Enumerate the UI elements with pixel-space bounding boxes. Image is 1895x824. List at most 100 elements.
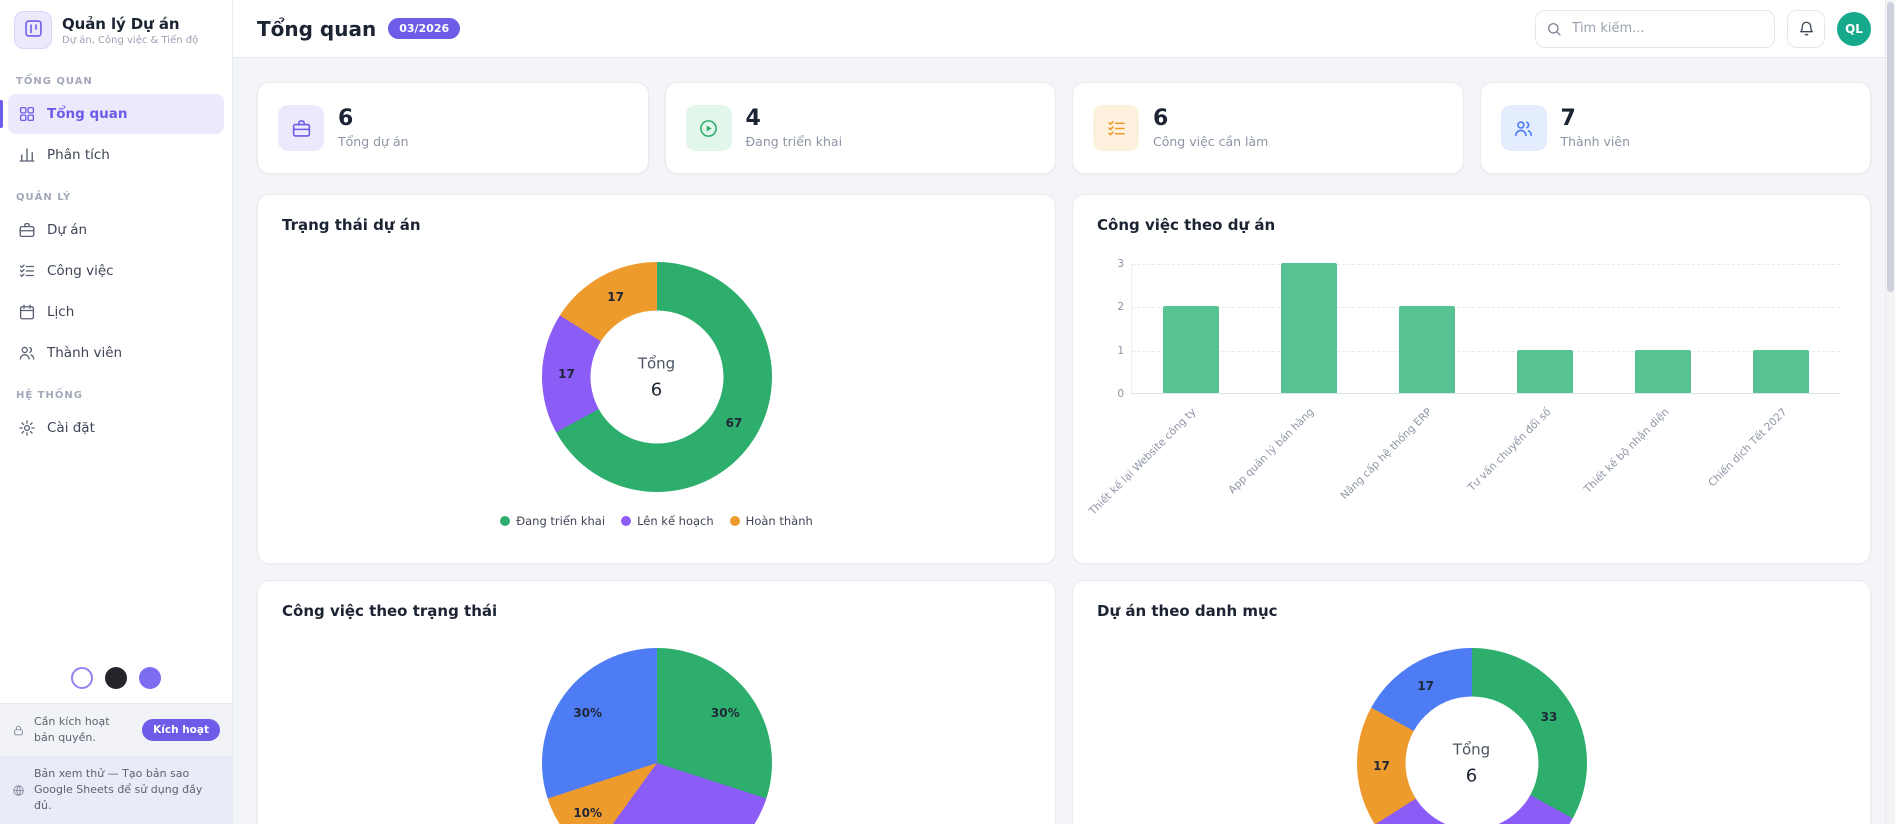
- pie-chart: 30%30%10%30%: [541, 648, 772, 824]
- theme-dot-1[interactable]: [71, 667, 93, 690]
- slice-label: 30%: [573, 706, 603, 720]
- donut-center-value: 6: [1465, 765, 1478, 786]
- stat-value: 7: [1560, 105, 1576, 131]
- users-icon: [19, 346, 35, 360]
- donut-center: Tổng 6: [590, 310, 723, 444]
- legend-item: Đang triển khai: [500, 514, 605, 528]
- stat-card-icon: [278, 105, 324, 151]
- stat-card-dang-trien-khai: 4 Đang triển khai: [664, 82, 1056, 174]
- search-input[interactable]: [1535, 9, 1775, 48]
- y-tick-label: 1: [1117, 344, 1124, 357]
- stat-label: Tổng dự án: [338, 134, 409, 150]
- sidebar-section-label: HỆ THỐNG: [16, 390, 83, 401]
- legend-item: Lên kế hoạch: [621, 514, 714, 528]
- stat-card-icon: [1093, 105, 1139, 151]
- page-title: Tổng quan: [257, 16, 377, 41]
- chart-title: Công việc theo trạng thái: [282, 602, 498, 620]
- legend-label: Hoàn thành: [745, 514, 813, 528]
- app-subtitle: Dự án, Công việc & Tiến độ: [62, 34, 199, 46]
- main-area: Tổng quan 03/2026 QL 6 Tổng dự án 4: [233, 0, 1895, 824]
- lock-icon: [14, 725, 23, 736]
- chart-title: Dự án theo danh mục: [1097, 602, 1278, 620]
- x-tick-label: Thiết kế bộ nhận diện: [1581, 406, 1672, 496]
- slice-label: 17: [1373, 758, 1390, 773]
- y-tick-label: 0: [1117, 388, 1124, 400]
- donut-center-label: Tổng: [1452, 740, 1491, 758]
- sidebar-section-label: TỔNG QUAN: [16, 76, 93, 87]
- stat-card-cong-viec-can-lam: 6 Công việc cần làm: [1072, 82, 1464, 174]
- sidebar-item-label: Phân tích: [47, 146, 110, 163]
- legend-dot: [621, 516, 632, 526]
- play-icon: [700, 119, 717, 137]
- donut-center-value: 6: [650, 379, 663, 400]
- topbar: Tổng quan 03/2026 QL: [233, 0, 1895, 58]
- bar-cell: [1132, 264, 1250, 393]
- legend-label: Đang triển khai: [516, 514, 606, 528]
- stat-label: Đang triển khai: [745, 134, 843, 150]
- theme-dot-3[interactable]: [139, 667, 161, 690]
- sidebar-item-label: Thành viên: [47, 344, 123, 361]
- sidebar-item-lich[interactable]: Lịch: [8, 292, 224, 332]
- bar-cell: [1722, 264, 1840, 393]
- bar-cell: [1250, 263, 1368, 393]
- scrollbar-thumb[interactable]: [1887, 2, 1894, 292]
- sidebar-item-tong-quan[interactable]: Tổng quan: [0, 94, 224, 134]
- gridline: [1132, 350, 1840, 352]
- stat-card-thanh-vien: 7 Thành viên: [1479, 82, 1871, 174]
- chart-card-trang-thai-du-an: Trạng thái dự án Tổng 6 67 17 17 Đang triể…: [257, 194, 1056, 564]
- calendar-icon: [19, 304, 35, 320]
- tasks-icon: [1107, 120, 1125, 135]
- preview-notice: Bản xem thử — Tạo bản sao Google Sheets …: [0, 756, 232, 824]
- slice-label: 17: [1417, 678, 1435, 693]
- stat-label: Công việc cần làm: [1153, 134, 1269, 150]
- grid-icon: [19, 106, 35, 122]
- sidebar-item-label: Lịch: [47, 303, 75, 320]
- bar-cell: [1368, 264, 1486, 393]
- bar-cell: [1604, 264, 1722, 393]
- x-tick-label: App quản lý bán hàng: [1226, 406, 1317, 497]
- legend-dot: [500, 516, 511, 526]
- license-notice: Cần kích hoạt bản quyền. Kích hoạt: [0, 703, 232, 757]
- notifications-button[interactable]: [1787, 9, 1825, 48]
- pie-slices: [541, 648, 772, 824]
- gear-icon: [19, 420, 35, 436]
- chart-card-cong-viec-theo-du-an: Công việc theo dự án 0 1 2 3 Thiết kế lại W…: [1072, 194, 1871, 564]
- app-title: Quản lý Dự án: [62, 14, 180, 33]
- y-tick-label: 2: [1117, 301, 1124, 314]
- bell-icon: [1799, 21, 1813, 36]
- sidebar-item-thanh-vien[interactable]: Thành viên: [8, 333, 224, 373]
- sidebar-nav: TỔNG QUAN Tổng quan Phân tích QUẢN LÝ Dự án C…: [0, 60, 232, 449]
- app-logo-block[interactable]: Quản lý Dự án Dự án, Công việc & Tiến độ: [0, 0, 232, 60]
- sidebar-item-phan-tich[interactable]: Phân tích: [8, 135, 224, 175]
- sidebar-section-label: QUẢN LÝ: [16, 192, 72, 203]
- x-tick-label: Nâng cấp hệ thống ERP: [1338, 406, 1435, 502]
- bar: [1281, 263, 1337, 393]
- bar-chart-icon: [19, 148, 35, 162]
- tasks-icon: [19, 264, 35, 277]
- stat-value: 6: [1153, 105, 1169, 131]
- activate-button[interactable]: Kích hoạt: [142, 719, 220, 742]
- sidebar-item-cong-viec[interactable]: Công việc: [8, 251, 224, 291]
- bar: [1517, 349, 1573, 393]
- stat-card-icon: [685, 105, 732, 151]
- stats-row: 6 Tổng dự án 4 Đang triển khai 6 Công vi…: [257, 82, 1871, 174]
- sidebar-item-label: Cài đặt: [47, 419, 95, 436]
- users-icon: [1515, 120, 1533, 136]
- slice-label: 67: [725, 415, 743, 430]
- slice-label: 33: [1540, 710, 1558, 725]
- theme-dot-2[interactable]: [105, 667, 127, 690]
- sidebar-item-cai-dat[interactable]: Cài đặt: [8, 408, 224, 448]
- y-tick-label: 3: [1117, 258, 1124, 270]
- stat-value: 4: [745, 105, 761, 131]
- sidebar-item-label: Dự án: [47, 221, 88, 238]
- user-avatar[interactable]: QL: [1837, 11, 1871, 46]
- license-notice-text: Cần kích hoạt bản quyền.: [34, 715, 110, 745]
- chart-title: Công việc theo dự án: [1097, 216, 1276, 234]
- bar: [1163, 306, 1219, 393]
- slice-label: 17: [558, 367, 575, 382]
- sidebar-item-du-an[interactable]: Dự án: [8, 210, 224, 250]
- page-scrollbar[interactable]: [1885, 0, 1895, 824]
- donut-center: Tổng 6: [1405, 696, 1538, 824]
- chart-title: Trạng thái dự án: [282, 216, 421, 234]
